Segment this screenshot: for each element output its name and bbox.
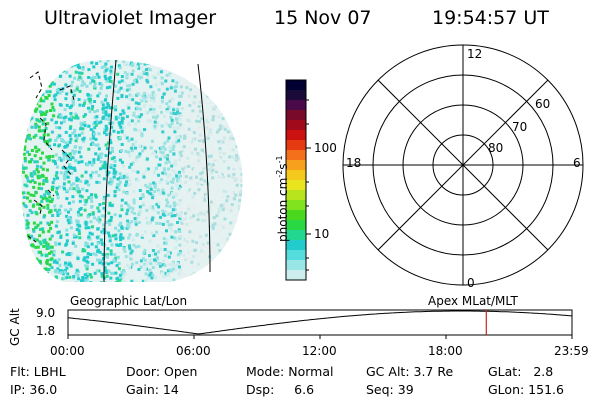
- color-bar-cell: [286, 140, 306, 151]
- uv-earth-image: [21, 59, 243, 283]
- time-label: 19:54:57 UT: [432, 7, 549, 29]
- color-bar-cell: [286, 190, 306, 201]
- color-bar-cell: [286, 270, 306, 281]
- info-seq: Seq: 39: [366, 382, 414, 397]
- color-bar: [285, 79, 311, 281]
- timeline-y-min: 1.8: [36, 324, 56, 338]
- color-bar-cell: [286, 130, 306, 141]
- color-bar-tick-label-100: 100: [314, 141, 337, 155]
- meridian-line: [197, 63, 211, 273]
- unit-base: photon cm: [276, 177, 290, 242]
- earth-emission-dots: [21, 59, 243, 282]
- mlat-label-70: 70: [512, 120, 528, 134]
- color-bar-cell: [286, 220, 306, 231]
- orbit-timeline: [67, 309, 573, 339]
- instrument-title: Ultraviolet Imager: [44, 7, 217, 29]
- mlt-label-0: 0: [467, 276, 475, 290]
- info-glat: GLat: 2.8: [488, 364, 554, 379]
- info-filter: Flt: LBHL: [10, 364, 66, 379]
- timeline-tick-2359: 23:59: [554, 344, 589, 358]
- color-bar-cell: [286, 200, 306, 211]
- mlt-label-6: 6: [573, 156, 581, 170]
- color-bar-cell: [286, 150, 306, 161]
- color-bar-cell: [286, 90, 306, 101]
- timeline-tick-1800: 18:00: [428, 344, 463, 358]
- unit-exp2: -1: [275, 155, 284, 164]
- orbit-altitude-curve: [67, 310, 573, 335]
- mlt-label-12: 12: [467, 47, 483, 61]
- color-bar-cell: [286, 120, 306, 131]
- meridian-line: [103, 59, 117, 283]
- mlat-label-80: 80: [488, 141, 504, 155]
- color-bar-cell: [286, 170, 306, 181]
- timeline-tick-0600: 06:00: [176, 344, 211, 358]
- color-bar-cell: [286, 210, 306, 221]
- info-door: Door: Open: [126, 364, 198, 379]
- timeline-y-max: 9.0: [36, 306, 56, 320]
- info-glon: GLon: 151.6: [488, 382, 564, 397]
- info-dsp: Dsp: 6.6: [246, 382, 315, 397]
- timeline-frame: [67, 309, 573, 336]
- polar-diagonal: [377, 79, 549, 251]
- color-bar-cell: [286, 230, 306, 241]
- timeline-tick-0000: 00:00: [50, 344, 85, 358]
- unit-exp1: -2: [275, 169, 284, 178]
- timeline-axis-label: GC Alt: [8, 308, 22, 346]
- polar-plot: [342, 44, 584, 286]
- info-ip: IP: 36.0: [10, 382, 58, 397]
- color-bar-cell: [286, 180, 306, 191]
- color-bar-cell: [286, 110, 306, 121]
- timeline-left-title: Geographic Lat/Lon: [70, 294, 188, 308]
- color-bar-cell: [286, 160, 306, 171]
- mlt-label-18: 18: [346, 156, 362, 170]
- date-label: 15 Nov 07: [274, 7, 372, 29]
- unit-mid: s: [276, 163, 290, 170]
- info-gain: Gain: 14: [126, 382, 179, 397]
- color-bar-cell: [286, 240, 306, 251]
- color-bar-cell: [286, 80, 306, 91]
- info-gc-alt: GC Alt: 3.7 Re: [366, 364, 454, 379]
- coastline-outline: [27, 71, 75, 243]
- color-bar-cell: [286, 260, 306, 271]
- info-mode: Mode: Normal: [246, 364, 334, 379]
- timeline-tick-1200: 12:00: [302, 344, 337, 358]
- timeline-right-title: Apex MLat/MLT: [428, 294, 518, 308]
- color-bar-frame: [285, 79, 307, 281]
- mlat-label-60: 60: [535, 97, 551, 111]
- color-bar-tick-label-10: 10: [314, 227, 330, 241]
- color-bar-cell: [286, 100, 306, 111]
- color-bar-unit-label: photon cm-2s-1: [275, 155, 290, 242]
- color-bar-cell: [286, 250, 306, 261]
